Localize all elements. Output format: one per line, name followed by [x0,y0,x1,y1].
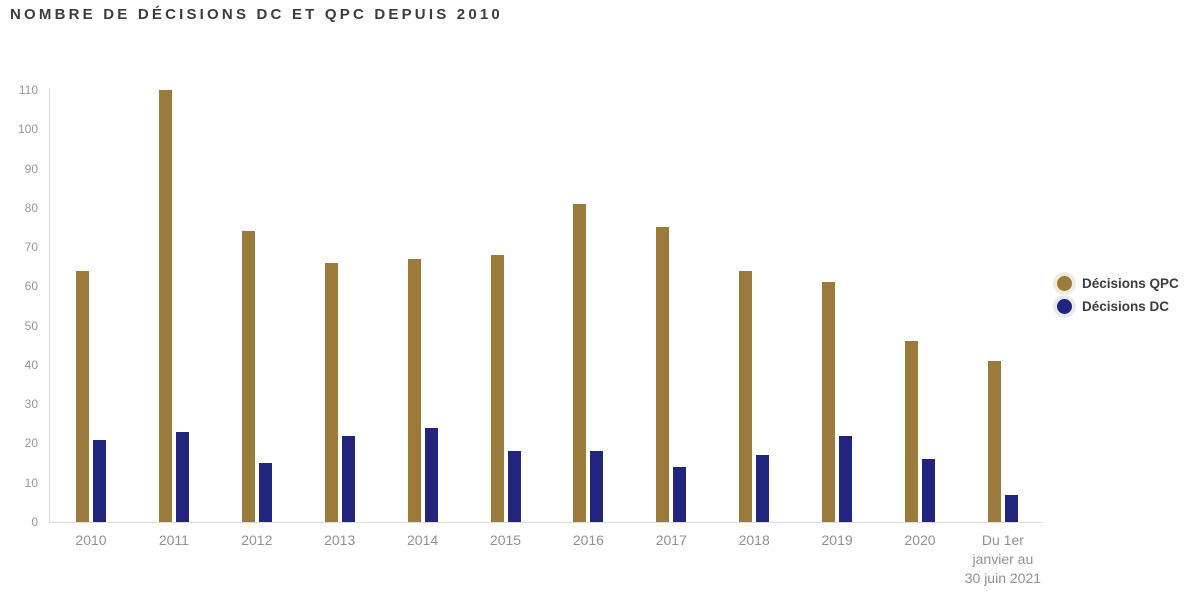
y-tick-label: 40 [24,357,38,372]
bar-dc-2015 [507,451,521,522]
x-tick-label: 2010 [75,532,107,548]
bar-qpc-2016 [573,203,587,522]
y-tick-label: 30 [24,397,38,412]
x-tick-label: 2017 [655,532,687,548]
legend-label: Décisions QPC [1082,276,1179,291]
x-tick-label: 2015 [489,532,522,548]
x-tick-label: 2019 [821,532,853,548]
y-tick-label: 60 [24,279,38,294]
bar-dc-2020 [922,459,935,522]
x-tick-label: 2016 [572,532,604,548]
bar-qpc-2020 [905,341,918,522]
bar-qpc-2012 [241,231,255,522]
bar-qpc-2015 [490,254,504,522]
y-axis-line [49,88,50,522]
x-tick-label: 2018 [738,532,770,548]
y-tick-label: 20 [24,436,38,451]
bar-qpc-2011 [158,90,172,522]
bar-qpc-2017 [656,227,670,522]
y-tick-label: 50 [24,318,38,333]
bar-dc-2010 [93,439,106,522]
bar-qpc-du-1er [987,360,1001,522]
bar-dc-2018 [756,455,770,522]
y-tick-label: 10 [24,475,38,490]
x-tick-label: 2020 [904,532,936,548]
x-tick-label: 2011 [158,532,189,548]
bar-dc-2016 [590,451,604,522]
y-tick-label: 70 [24,240,38,255]
bar-qpc-2013 [324,262,338,522]
bar-qpc-2018 [739,270,753,522]
chart-title: NOMBRE DE DÉCISIONS DC ET QPC DEPUIS 201… [10,6,503,23]
bar-dc-2014 [424,427,438,522]
bar-dc-2017 [673,467,687,522]
bar-dc-2011 [175,431,189,522]
legend-swatch-icon [1057,299,1072,314]
y-tick-label: 110 [18,83,38,97]
x-tick-label: 2013 [324,532,356,548]
bar-dc-2013 [341,435,355,522]
x-tick-label: 2012 [241,532,273,548]
bar-dc-2019 [839,435,853,522]
legend: Décisions QPC Décisions DC [1053,272,1179,318]
x-axis-line [49,522,1043,523]
y-tick-label: 80 [24,200,38,215]
legend-item-dc: Décisions DC [1053,295,1179,318]
bar-qpc-2014 [407,258,421,522]
y-tick-label: 0 [31,515,38,529]
bar-dc-2012 [258,463,272,522]
y-tick-label: 100 [17,122,38,137]
legend-swatch-icon [1057,276,1072,291]
bar-qpc-2010 [76,270,89,522]
x-tick-label: Du 1er janvier au 30 juin 2021 [964,532,1042,586]
bar-dc-du-1er [1004,494,1018,522]
x-tick-label: 2014 [407,532,439,548]
legend-item-qpc: Décisions QPC [1053,272,1179,295]
y-tick-label: 90 [24,161,38,176]
legend-label: Décisions DC [1082,299,1170,314]
bar-qpc-2019 [822,282,836,522]
